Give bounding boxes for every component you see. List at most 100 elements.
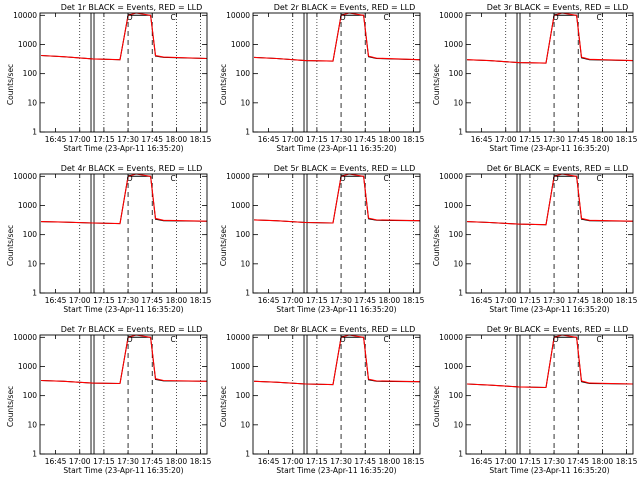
x-tick-label: 16:45 (45, 296, 67, 305)
x-tick-label: 17:00 (282, 296, 304, 305)
chart-title: Det 6r BLACK = Events, RED = LLD (487, 164, 629, 173)
y-tick-label: 10 (27, 259, 37, 268)
x-tick-label: 17:30 (330, 296, 352, 305)
plot-frame (252, 334, 421, 455)
flare-start-marker: O (340, 335, 346, 344)
lld-series-line (467, 334, 634, 389)
y-tick-label: 10 (27, 98, 37, 107)
x-tick-label: 18:00 (592, 135, 614, 144)
x-tick-label: 17:00 (282, 135, 304, 144)
x-tick-label: 17:15 (519, 296, 541, 305)
y-tick-label: 1 (245, 289, 250, 298)
x-tick-label: 18:00 (592, 457, 614, 466)
y-tick-label: 1000 (18, 201, 37, 210)
x-tick-label: 17:45 (141, 457, 163, 466)
y-tick-label: 1000 (231, 40, 250, 49)
y-axis-label: Counts/sec (219, 225, 228, 266)
y-tick-label: 100 (449, 230, 464, 239)
lld-series-line (467, 173, 634, 226)
x-tick-label: 17:15 (93, 457, 115, 466)
x-tick-label: 17:15 (306, 296, 328, 305)
x-axis-label: Start Time (23-Apr-11 16:35:20) (276, 144, 396, 153)
y-tick-label: 100 (236, 69, 251, 78)
y-tick-label: 1 (458, 450, 463, 459)
chart-title: Det 8r BLACK = Events, RED = LLD (274, 325, 416, 334)
x-tick-label: 17:45 (354, 135, 376, 144)
x-tick-label: 17:30 (117, 296, 139, 305)
y-tick-label: 10000 (439, 333, 463, 342)
y-tick-label: 100 (23, 230, 38, 239)
y-tick-label: 1000 (18, 40, 37, 49)
plot-frame (465, 12, 634, 133)
y-tick-label: 1000 (231, 362, 250, 371)
x-tick-label: 17:15 (519, 457, 541, 466)
y-tick-label: 10000 (13, 333, 37, 342)
y-tick-label: 100 (236, 230, 251, 239)
y-tick-label: 1 (458, 289, 463, 298)
flare-end-marker: C (384, 335, 389, 344)
x-tick-label: 18:15 (403, 296, 425, 305)
y-tick-label: 1 (245, 128, 250, 137)
x-tick-label: 17:30 (117, 457, 139, 466)
x-tick-label: 16:45 (258, 457, 280, 466)
flare-end-marker: C (384, 174, 389, 183)
x-tick-label: 16:45 (471, 296, 493, 305)
x-tick-label: 17:00 (495, 457, 517, 466)
y-tick-label: 1 (245, 450, 250, 459)
x-tick-label: 17:30 (543, 135, 565, 144)
chart-title: Det 5r BLACK = Events, RED = LLD (274, 164, 416, 173)
y-axis-label: Counts/sec (432, 386, 441, 427)
lld-series-line (41, 334, 208, 385)
x-axis-label: Start Time (23-Apr-11 16:35:20) (63, 305, 183, 314)
x-tick-label: 17:30 (543, 296, 565, 305)
chart-panel-2: Det 2r BLACK = Events, RED = LLD 1 10 100 10… (219, 3, 425, 153)
x-tick-label: 17:45 (567, 296, 589, 305)
x-tick-label: 17:15 (306, 135, 328, 144)
lld-series-line (41, 173, 208, 225)
flare-start-marker: O (127, 335, 133, 344)
y-tick-label: 10 (453, 420, 463, 429)
flare-start-marker: O (127, 13, 133, 22)
x-axis-label: Start Time (23-Apr-11 16:35:20) (63, 466, 183, 475)
x-tick-label: 17:45 (141, 135, 163, 144)
x-tick-label: 17:15 (93, 135, 115, 144)
x-tick-label: 17:45 (567, 457, 589, 466)
x-tick-label: 17:00 (69, 296, 91, 305)
x-tick-label: 17:45 (354, 457, 376, 466)
x-axis-label: Start Time (23-Apr-11 16:35:20) (489, 144, 609, 153)
flare-end-marker: C (597, 335, 602, 344)
x-tick-label: 18:00 (379, 457, 401, 466)
plot-frame (252, 173, 421, 294)
x-tick-label: 16:45 (45, 135, 67, 144)
chart-panel-3: Det 3r BLACK = Events, RED = LLD 1 10 100 10… (432, 3, 638, 153)
x-tick-label: 17:15 (93, 296, 115, 305)
flare-start-marker: O (553, 174, 559, 183)
y-tick-label: 10 (453, 259, 463, 268)
chart-title: Det 2r BLACK = Events, RED = LLD (274, 3, 416, 12)
chart-panel-4: Det 4r BLACK = Events, RED = LLD 1 10 100 10… (6, 164, 212, 314)
x-tick-label: 18:00 (592, 296, 614, 305)
y-axis-label: Counts/sec (6, 225, 15, 266)
x-axis-label: Start Time (23-Apr-11 16:35:20) (276, 305, 396, 314)
y-tick-label: 10000 (439, 11, 463, 20)
y-tick-label: 10 (27, 420, 37, 429)
x-tick-label: 18:15 (190, 457, 212, 466)
x-tick-label: 17:00 (69, 135, 91, 144)
x-axis-label: Start Time (23-Apr-11 16:35:20) (489, 466, 609, 475)
y-tick-label: 10000 (439, 172, 463, 181)
lld-series-line (254, 173, 421, 224)
y-axis-label: Counts/sec (432, 64, 441, 105)
flare-start-marker: O (553, 335, 559, 344)
plot-frame (39, 334, 208, 455)
x-tick-label: 17:15 (519, 135, 541, 144)
lld-series-line (254, 334, 421, 386)
x-tick-label: 18:15 (190, 296, 212, 305)
x-tick-label: 18:00 (166, 296, 188, 305)
y-tick-label: 10000 (13, 172, 37, 181)
y-tick-label: 1 (32, 128, 37, 137)
y-axis-label: Counts/sec (219, 64, 228, 105)
x-tick-label: 17:00 (495, 296, 517, 305)
x-tick-label: 16:45 (258, 135, 280, 144)
x-tick-label: 17:45 (354, 296, 376, 305)
